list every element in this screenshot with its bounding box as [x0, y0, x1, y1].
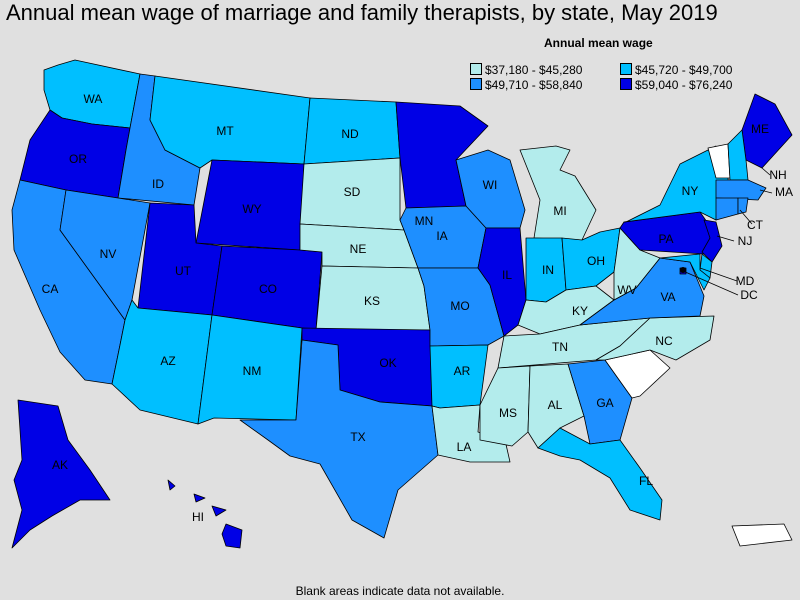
state-mt: [149, 75, 311, 169]
legend-swatch-2: [620, 63, 632, 75]
state-label-nc: NC: [655, 334, 673, 348]
state-label-wv: WV: [617, 283, 636, 297]
state-label-ct: CT: [747, 218, 764, 232]
state-md: [659, 253, 711, 291]
state-ri: [737, 197, 749, 215]
state-label-ak: AK: [52, 458, 68, 472]
state-label-pa: PA: [658, 232, 673, 246]
state-label-ne: NE: [350, 242, 367, 256]
state-hi: [167, 479, 243, 549]
state-label-ms: MS: [499, 406, 517, 420]
state-label-ut: UT: [175, 264, 192, 278]
state-label-mo: MO: [450, 299, 469, 313]
state-label-nm: NM: [243, 364, 262, 378]
state-label-in: IN: [542, 263, 554, 277]
state-label-ma: MA: [775, 185, 793, 199]
state-label-la: LA: [457, 440, 472, 454]
state-label-wi: WI: [483, 178, 498, 192]
state-nc: [595, 315, 715, 361]
ma-leader-line: [759, 189, 773, 194]
state-mi: [519, 145, 597, 241]
state-label-co: CO: [259, 282, 277, 296]
dc-leader-line: [682, 270, 739, 296]
state-label-ga: GA: [596, 396, 613, 410]
state-label-az: AZ: [160, 354, 175, 368]
state-label-ia: IA: [436, 229, 447, 243]
state-label-id: ID: [152, 177, 164, 191]
state-wi: [455, 149, 526, 229]
state-label-hi: HI: [192, 510, 204, 524]
nj-leader-line: [716, 235, 735, 242]
state-label-ar: AR: [454, 364, 471, 378]
state-label-ca: CA: [42, 282, 59, 296]
footnote: Blank areas indicate data not available.: [295, 584, 505, 598]
state-label-ks: KS: [364, 294, 380, 308]
state-label-wa: WA: [84, 92, 103, 106]
legend-item-3: $49,710 - $58,840: [470, 78, 582, 92]
map-title: Annual mean wage of marriage and family …: [6, 0, 718, 25]
state-label-nj: NJ: [738, 234, 753, 248]
state-label-il: IL: [502, 268, 512, 282]
state-label-mi: MI: [553, 204, 566, 218]
state-label-tn: TN: [552, 340, 568, 354]
state-label-mt: MT: [216, 124, 234, 138]
legend-swatch-3: [470, 78, 482, 90]
state-nh: [727, 129, 749, 181]
legend-item-1: $37,180 - $45,280: [470, 63, 582, 77]
state-label-ok: OK: [379, 356, 396, 370]
legend-item-2: $45,720 - $49,700: [620, 63, 732, 77]
state-ct: [715, 197, 739, 221]
ct-leader-line: [739, 209, 753, 225]
state-label-mn: MN: [415, 214, 434, 228]
state-label-wy: WY: [242, 202, 261, 216]
state-label-nd: ND: [341, 127, 359, 141]
state-label-me: ME: [751, 122, 769, 136]
state-il: [477, 227, 527, 337]
nh-leader-line: [761, 167, 771, 176]
legend-title: Annual mean wage: [544, 36, 653, 50]
state-label-or: OR: [69, 152, 87, 166]
state-label-ny: NY: [682, 184, 699, 198]
state-label-oh: OH: [587, 254, 605, 268]
state-pr: [731, 523, 793, 547]
state-label-nh: NH: [769, 168, 786, 182]
state-nm: [197, 314, 303, 425]
legend-swatch-4: [620, 78, 632, 90]
legend-swatch-1: [470, 63, 482, 75]
state-tx: [239, 339, 439, 539]
state-ak: [11, 399, 111, 549]
md-leader-line: [699, 267, 738, 282]
state-label-tx: TX: [350, 430, 365, 444]
state-co: [211, 245, 323, 331]
state-label-sd: SD: [344, 185, 361, 199]
state-ma: [715, 179, 767, 201]
legend-item-4: $59,040 - $76,240: [620, 78, 732, 92]
state-label-fl: FL: [639, 474, 653, 488]
state-label-va: VA: [660, 290, 675, 304]
state-label-md: MD: [736, 274, 755, 288]
state-label-al: AL: [548, 398, 563, 412]
state-label-ky: KY: [572, 304, 588, 318]
state-label-nv: NV: [100, 247, 117, 261]
state-label-dc: DC: [740, 288, 758, 302]
dc-marker: [680, 267, 686, 273]
state-fl: [537, 427, 663, 521]
